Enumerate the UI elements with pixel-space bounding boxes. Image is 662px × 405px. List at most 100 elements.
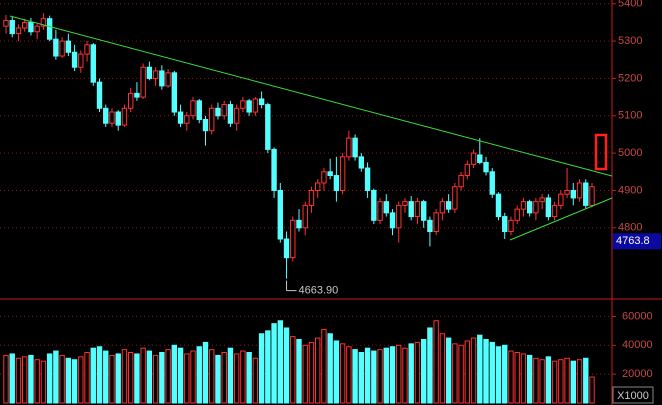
candle-body	[458, 175, 464, 188]
candle-body	[221, 104, 227, 117]
candle-body	[383, 201, 389, 214]
candle-body	[290, 219, 296, 259]
volume-bar	[551, 360, 558, 404]
candle-body	[308, 189, 315, 206]
candle-body	[302, 204, 308, 229]
volume-bar	[514, 352, 520, 404]
candle-body	[265, 104, 271, 150]
candle-body	[3, 20, 9, 27]
volume-bar	[296, 339, 302, 404]
candle-body	[377, 201, 383, 221]
candle-body	[558, 193, 564, 206]
candle-body	[196, 100, 202, 120]
volume-bar	[396, 344, 402, 404]
volume-bar	[408, 343, 414, 404]
volume-bar	[477, 334, 483, 404]
volume-bar	[545, 356, 552, 404]
volume-bar	[227, 347, 234, 404]
candle-body	[364, 167, 371, 191]
low-annotation: 4663.90	[299, 285, 339, 297]
candle-body	[402, 201, 408, 206]
volume-bar	[90, 347, 96, 404]
candle-body	[321, 171, 327, 184]
candle-body	[15, 27, 22, 35]
candle-body	[240, 100, 246, 109]
volume-bar	[233, 353, 240, 404]
candle-body	[227, 104, 234, 124]
candle-body	[165, 72, 171, 87]
y-tick-label: 5400	[618, 0, 642, 10]
volume-bar	[439, 333, 446, 404]
candle-body	[315, 182, 321, 191]
volume-bar	[458, 344, 464, 404]
volume-bar	[420, 339, 427, 404]
volume-bar	[427, 327, 433, 404]
volume-bar	[489, 341, 495, 404]
candle-body	[258, 98, 265, 106]
volume-bar	[3, 354, 9, 404]
volume-bar	[364, 347, 371, 404]
candle-body	[40, 18, 47, 27]
volume-tick-label: 20000	[622, 368, 653, 380]
volume-bar	[121, 349, 128, 404]
volume-bar	[171, 344, 178, 404]
candle-body	[533, 201, 539, 214]
volume-bar	[258, 333, 265, 404]
volume-bar	[209, 349, 215, 404]
candle-body	[271, 148, 277, 191]
candle-body	[514, 208, 520, 221]
candle-body	[570, 189, 576, 199]
candle-body	[433, 212, 439, 233]
volume-bar	[589, 376, 595, 404]
candle-body	[589, 186, 595, 206]
volume-bar	[265, 330, 271, 404]
candle-body	[483, 161, 489, 173]
candle-body	[140, 66, 146, 98]
volume-bar	[177, 347, 184, 404]
candle-body	[508, 219, 514, 233]
volume-bar	[558, 359, 564, 404]
candle-body	[233, 107, 240, 124]
candle-body	[352, 137, 358, 158]
volume-bar	[59, 354, 65, 404]
volume-bar	[246, 352, 252, 404]
grid	[0, 3, 616, 375]
unit-box	[612, 386, 654, 404]
volume-bar	[252, 357, 259, 404]
volume-bar	[96, 346, 103, 404]
candle-body	[427, 219, 433, 233]
volume-bar	[508, 350, 514, 404]
trend-line	[509, 197, 613, 241]
last-price-label: 4763.8	[616, 235, 650, 247]
candle-body	[9, 20, 15, 35]
volume-bar	[159, 352, 165, 404]
volume-bar	[564, 357, 570, 404]
volume-bar	[190, 350, 196, 404]
volume-bar	[346, 346, 352, 404]
volume-bar	[184, 353, 190, 404]
volume-bar	[152, 354, 159, 404]
candle-body	[134, 92, 140, 98]
candle-body	[526, 201, 533, 214]
candle-body	[389, 212, 396, 229]
volume-bar	[445, 337, 452, 404]
volume-bar	[333, 340, 340, 404]
volume-bar	[109, 354, 115, 404]
candle-body	[396, 204, 402, 229]
volume-bar	[539, 359, 545, 404]
volume-bar	[321, 328, 327, 404]
volume-bar	[28, 354, 34, 404]
volume-bar	[271, 323, 277, 404]
candle-body	[470, 152, 477, 165]
candle-body	[296, 219, 302, 229]
volume-bar	[327, 333, 333, 404]
volume-bar	[570, 360, 576, 404]
candle-body	[215, 107, 221, 117]
volume-bar	[402, 347, 408, 404]
volume-bar	[221, 352, 227, 404]
candle-body	[159, 70, 165, 87]
volume-bar	[15, 357, 22, 404]
volume-tick-label: 60000	[622, 310, 653, 322]
volume-bar	[34, 359, 40, 404]
volume-bar	[196, 346, 202, 404]
